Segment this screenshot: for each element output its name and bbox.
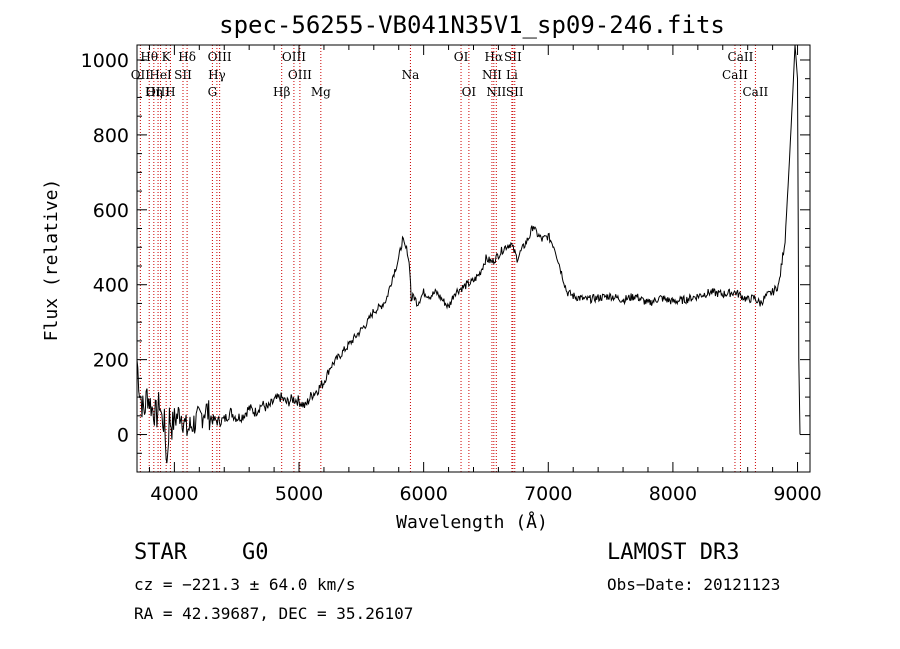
marker-label-10: Hγ xyxy=(208,68,226,82)
marker-label-7: SII xyxy=(174,68,192,82)
plot-frame xyxy=(136,44,811,473)
redshift-velocity: cz = −221.3 ± 64.0 km/s xyxy=(134,575,356,594)
marker-label-5: Hη xyxy=(145,85,163,99)
x-tick-label-2: 6000 xyxy=(399,483,447,505)
marker-label-26: CaII xyxy=(722,68,748,82)
x-tick-label-3: 7000 xyxy=(524,483,572,505)
marker-label-27: CaII xyxy=(742,85,768,99)
x-axis-label: Wavelength (Å) xyxy=(396,511,548,533)
marker-label-16: Na xyxy=(402,68,420,82)
object-class: STAR xyxy=(134,540,187,565)
marker-label-2: OIII xyxy=(146,85,170,99)
marker-label-19: Hα xyxy=(485,50,504,64)
chart-title: spec-56255-VB041N35V1_sp09-246.fits xyxy=(219,11,725,39)
x-tick-label-5: 9000 xyxy=(773,483,821,505)
marker-label-24: SII xyxy=(506,85,524,99)
marker-label-17: OI xyxy=(454,50,469,64)
marker-label-21: NII xyxy=(486,85,506,99)
x-tick-label-1: 5000 xyxy=(275,483,323,505)
y-tick-label-0: 0 xyxy=(117,425,129,447)
survey-name: LAMOST DR3 xyxy=(607,540,740,565)
marker-label-1: OII xyxy=(131,68,151,82)
object-subclass: G0 xyxy=(242,540,269,565)
marker-label-3: K xyxy=(162,50,172,64)
marker-label-4: HeI xyxy=(149,68,172,82)
marker-label-0: Hθ xyxy=(140,50,158,64)
marker-label-6: Hδ xyxy=(178,50,196,64)
marker-label-8: H xyxy=(165,85,175,99)
y-tick-label-3: 600 xyxy=(93,200,129,222)
marker-label-9: OIII xyxy=(208,50,232,64)
y-tick-label-5: 1000 xyxy=(81,50,129,72)
marker-label-22: SII xyxy=(504,50,522,64)
coordinates: RA = 42.39687, DEC = 35.26107 xyxy=(134,604,414,623)
marker-label-23: Li xyxy=(506,68,518,82)
marker-label-14: Hβ xyxy=(273,85,290,99)
y-tick-label-2: 400 xyxy=(93,275,129,297)
x-tick-label-0: 4000 xyxy=(150,483,198,505)
marker-label-13: OIII xyxy=(288,68,312,82)
marker-label-12: OIII xyxy=(282,50,306,64)
y-tick-label-4: 800 xyxy=(93,125,129,147)
axes: 4000 5000 6000 7000 8000 9000 0 200 400 600 800 100… xyxy=(81,44,822,505)
marker-label-25: CaII xyxy=(728,50,754,64)
marker-label-20: NII xyxy=(482,68,502,82)
observation-date: Obs−Date: 20121123 xyxy=(607,575,781,594)
y-axis-label: Flux (relative) xyxy=(41,179,62,342)
spectrum-series-line xyxy=(136,44,801,464)
marker-label-18: OI xyxy=(462,85,477,99)
y-tick-label-1: 200 xyxy=(93,350,129,372)
x-tick-label-4: 8000 xyxy=(649,483,697,505)
marker-label-11: G xyxy=(208,85,218,99)
marker-label-15: Mg xyxy=(311,85,331,99)
